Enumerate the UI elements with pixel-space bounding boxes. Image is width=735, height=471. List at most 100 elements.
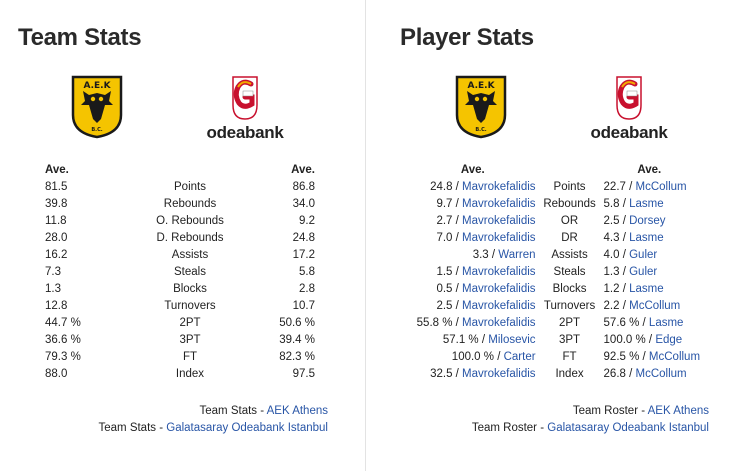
away-value: 50.6 %: [279, 317, 315, 329]
away-leader-value: 1.2 /: [603, 283, 630, 295]
away-leader: 2.5 / Dorsey: [600, 213, 735, 230]
svg-text:A.E.K: A.E.K: [83, 81, 111, 91]
table-row: 55.8 % / Mavrokefalidis 2PT 57.6 % / Lasme: [380, 315, 735, 332]
home-value: 44.7 %: [45, 317, 81, 329]
home-leader-value: 24.8 /: [430, 181, 463, 193]
link-prefix: Team Roster -: [471, 422, 548, 434]
table-row: 0.5 / Mavrokefalidis Blocks 1.2 / Lasme: [380, 281, 735, 298]
home-leader: 24.8 / Mavrokefalidis: [380, 179, 540, 196]
away-value: 5.8: [299, 266, 315, 278]
table-row: 36.6 % 3PT 39.4 %: [35, 332, 315, 349]
team-stats-link-row: Team Stats - Galatasaray Odeabank Istanb…: [99, 420, 329, 437]
table-header-row: Ave. Ave.: [35, 162, 315, 179]
stat-label: 3PT: [558, 334, 581, 346]
home-leader: 57.1 % / Milosevic: [380, 332, 540, 349]
stat-label: Blocks: [173, 283, 207, 295]
away-player-link[interactable]: Lasme: [629, 198, 664, 210]
away-value: 17.2: [292, 249, 315, 261]
table-row: 39.8 Rebounds 34.0: [35, 196, 315, 213]
away-value: 10.7: [292, 300, 315, 312]
home-leader-value: 2.5 /: [436, 300, 463, 312]
home-player-link[interactable]: Carter: [503, 351, 536, 363]
player-stats-panel: Player Stats A.E.K B.C. odeabank Team Ro…: [366, 0, 735, 471]
home-player-link[interactable]: Mavrokefalidis: [462, 283, 536, 295]
away-player-link[interactable]: Dorsey: [629, 215, 666, 227]
away-player-link[interactable]: McCollum: [635, 368, 687, 380]
home-leader: 3.3 / Warren: [380, 247, 540, 264]
home-player-link[interactable]: Warren: [498, 249, 536, 261]
home-player-link[interactable]: Mavrokefalidis: [462, 198, 536, 210]
table-row: 57.1 % / Milosevic 3PT 100.0 % / Edge: [380, 332, 735, 349]
stat-label: Points: [174, 181, 206, 193]
home-value: 1.3: [45, 283, 61, 295]
away-leader: 5.8 / Lasme: [600, 196, 735, 213]
away-ave-header: Ave.: [291, 164, 315, 176]
home-leader-value: 2.7 /: [436, 215, 463, 227]
away-player-link[interactable]: Lasme: [648, 317, 684, 329]
away-player-link[interactable]: McCollum: [648, 351, 701, 363]
stat-label: Blocks: [552, 283, 587, 295]
home-player-link[interactable]: Mavrokefalidis: [462, 266, 536, 278]
away-leader-value: 92.5 % /: [603, 351, 649, 363]
aek-team-roster-link[interactable]: AEK Athens: [647, 405, 709, 417]
away-leader-value: 100.0 % /: [603, 334, 656, 346]
away-leader: 92.5 % / McCollum: [600, 349, 735, 366]
home-player-link[interactable]: Milosevic: [488, 334, 536, 346]
stat-label: FT: [562, 351, 577, 363]
home-leader: 55.8 % / Mavrokefalidis: [380, 315, 540, 332]
galatasaray-crest-icon: [616, 76, 642, 120]
table-row: 7.0 / Mavrokefalidis DR 4.3 / Lasme: [380, 230, 735, 247]
aek-logo-icon: A.E.K B.C.: [455, 75, 507, 139]
home-player-link[interactable]: Mavrokefalidis: [462, 368, 536, 380]
table-row: 1.3 Blocks 2.8: [35, 281, 315, 298]
away-value: 39.4 %: [279, 334, 315, 346]
away-player-link[interactable]: Lasme: [629, 232, 664, 244]
home-value: 88.0: [45, 368, 68, 380]
table-row: 7.3 Steals 5.8: [35, 264, 315, 281]
home-player-link[interactable]: Mavrokefalidis: [462, 232, 536, 244]
table-row: 12.8 Turnovers 10.7: [35, 298, 315, 315]
galatasaray-team-roster-link[interactable]: Galatasaray Odeabank Istanbul: [547, 422, 709, 434]
home-value: 36.6 %: [45, 334, 81, 346]
galatasaray-crest-icon: [232, 76, 258, 120]
team-stats-panel: Team Stats A.E.K B.C. odeabank Ave.: [0, 0, 365, 471]
stat-label: O. Rebounds: [156, 215, 224, 227]
stat-label: DR: [561, 232, 578, 244]
away-player-link[interactable]: McCollum: [635, 181, 687, 193]
home-leader-value: 1.5 /: [436, 266, 463, 278]
away-value: 82.3 %: [279, 351, 315, 363]
stat-label: Index: [555, 368, 584, 380]
home-value: 81.5: [45, 181, 68, 193]
home-leader-value: 3.3 /: [472, 249, 499, 261]
away-leader: 4.3 / Lasme: [600, 230, 735, 247]
away-ave-header: Ave.: [637, 164, 662, 176]
away-player-link[interactable]: Lasme: [629, 283, 664, 295]
away-value: 86.8: [292, 181, 315, 193]
stat-label: 2PT: [558, 317, 581, 329]
stat-label: Steals: [174, 266, 206, 278]
table-row: 2.5 / Mavrokefalidis Turnovers 2.2 / McCol…: [380, 298, 735, 315]
away-player-link[interactable]: Guler: [629, 266, 658, 278]
svg-text:B.C.: B.C.: [475, 127, 486, 133]
away-value: 24.8: [292, 232, 315, 244]
aek-team-stats-link[interactable]: AEK Athens: [266, 405, 328, 417]
away-player-link[interactable]: Edge: [655, 334, 683, 346]
away-leader-value: 4.3 /: [603, 232, 630, 244]
galatasaray-logo-icon: odeabank: [205, 75, 285, 145]
odeabank-logo-text: odeabank: [206, 123, 284, 142]
away-value: 9.2: [299, 215, 315, 227]
home-player-link[interactable]: Mavrokefalidis: [462, 317, 536, 329]
home-player-link[interactable]: Mavrokefalidis: [462, 300, 536, 312]
stat-label: Points: [553, 181, 586, 193]
table-row: 81.5 Points 86.8: [35, 179, 315, 196]
svg-text:B.C.: B.C.: [91, 127, 102, 133]
home-leader-value: 32.5 /: [430, 368, 463, 380]
away-player-link[interactable]: McCollum: [629, 300, 681, 312]
galatasaray-team-stats-link[interactable]: Galatasaray Odeabank Istanbul: [166, 422, 328, 434]
home-leader: 2.7 / Mavrokefalidis: [380, 213, 540, 230]
away-player-link[interactable]: Guler: [629, 249, 658, 261]
table-row: 100.0 % / Carter FT 92.5 % / McCollum: [380, 349, 735, 366]
home-player-link[interactable]: Mavrokefalidis: [462, 215, 536, 227]
home-player-link[interactable]: Mavrokefalidis: [462, 181, 536, 193]
away-leader-value: 1.3 /: [603, 266, 630, 278]
